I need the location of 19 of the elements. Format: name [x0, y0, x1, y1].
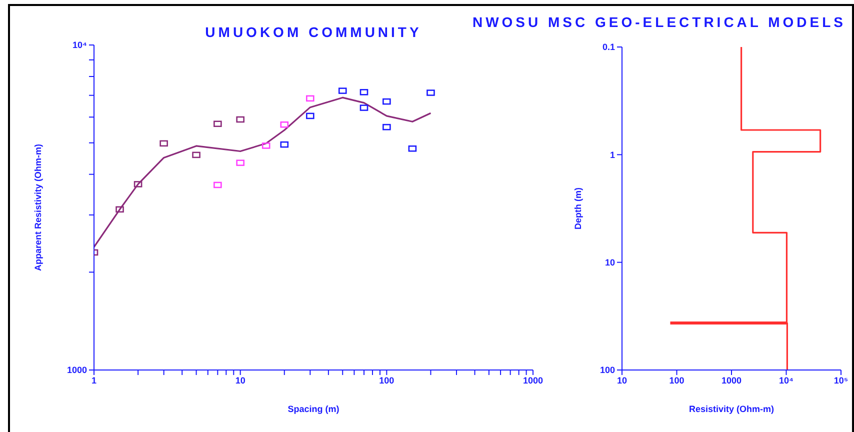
x-tick-label: 10 — [616, 375, 628, 386]
x-axis-title: Spacing (m) — [288, 404, 340, 414]
x-tick-label: 10⁴ — [779, 375, 794, 386]
y-tick-label: 100 — [600, 365, 615, 376]
x-tick-label: 1000 — [721, 375, 742, 386]
x-tick-label: 1 — [91, 375, 97, 386]
y-axis-title: Depth (m) — [573, 188, 584, 230]
x-tick-label: 1000 — [522, 375, 544, 386]
y-tick-label: 0.1 — [602, 42, 615, 52]
x-tick-label: 10⁵ — [834, 375, 848, 386]
x-tick-label: 100 — [379, 375, 394, 386]
x-tick-label: 10 — [235, 375, 246, 386]
x-tick-label: 100 — [669, 375, 684, 386]
y-tick-label: 10 — [604, 258, 615, 268]
y-axis-title: Apparent Resistivity (Ohm-m) — [33, 144, 44, 272]
y-tick-label: 1 — [610, 150, 615, 160]
chart-title: UMUOKOM COMMUNITY — [205, 24, 422, 40]
chart-title: NWOSU MSC GEO-ELECTRICAL MODELS — [471, 14, 846, 30]
x-axis-title: Resistivity (Ohm-m) — [688, 404, 774, 414]
